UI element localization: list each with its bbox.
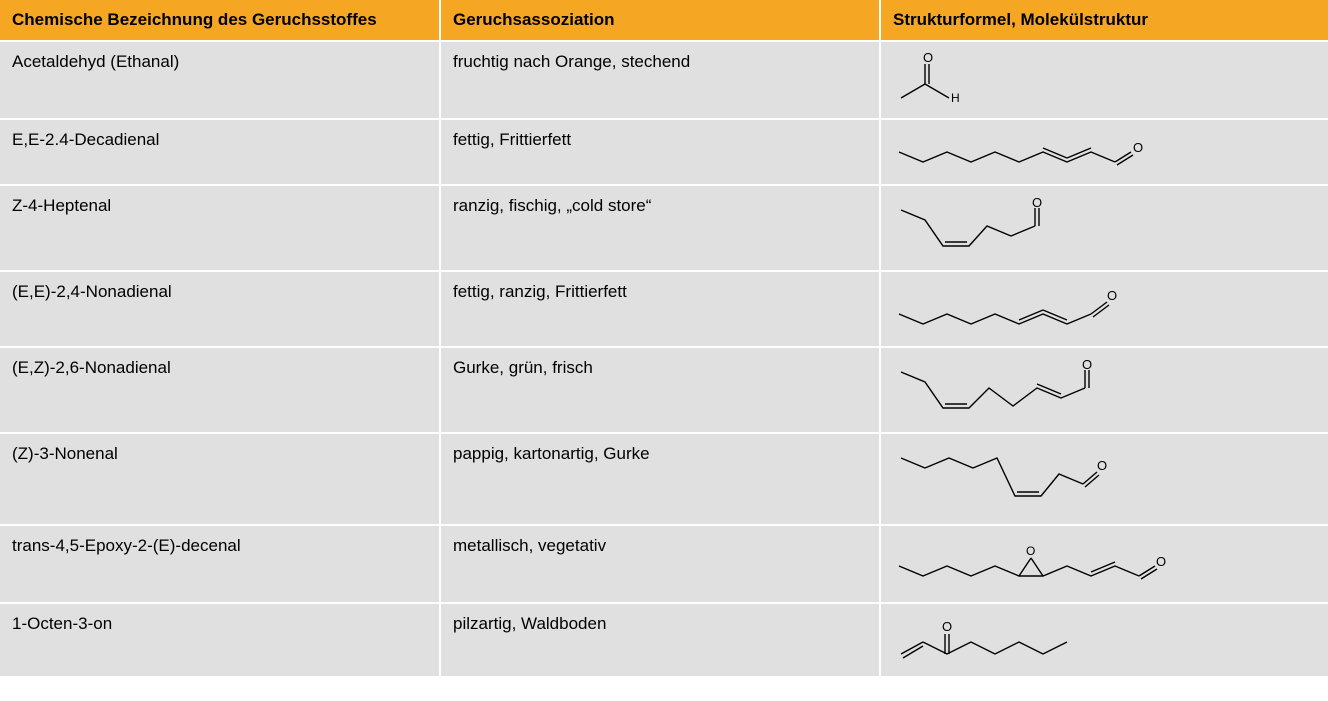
cell-struct: O <box>880 433 1328 525</box>
molecule-z3nonenal-icon: O <box>893 444 1133 514</box>
table-row: (Z)-3-Nonenal pappig, kartonartig, Gurke… <box>0 433 1328 525</box>
cell-struct: O <box>880 347 1328 433</box>
col-header-struct: Strukturformel, Molekülstruktur <box>880 0 1328 41</box>
molecule-ee24decadienal-icon: O <box>893 130 1153 174</box>
cell-struct: O <box>880 119 1328 185</box>
col-header-assoc: Geruchsassoziation <box>440 0 880 41</box>
molecule-acetaldehyde-icon: O H <box>893 52 973 108</box>
molecule-epoxydecenal-icon: O O <box>893 536 1173 592</box>
cell-assoc: fettig, ranzig, Frittierfett <box>440 271 880 347</box>
svg-text:O: O <box>1032 196 1042 210</box>
cell-name: Z-4-Heptenal <box>0 185 440 271</box>
cell-assoc: fettig, Frittierfett <box>440 119 880 185</box>
cell-name: E,E-2.4-Decadienal <box>0 119 440 185</box>
cell-struct: O <box>880 271 1328 347</box>
cell-assoc: ranzig, fischig, „cold store“ <box>440 185 880 271</box>
molecule-ee24nonadienal-icon: O <box>893 282 1143 336</box>
svg-text:O: O <box>1026 544 1035 558</box>
cell-struct: O <box>880 603 1328 676</box>
table-row: Acetaldehyd (Ethanal) fruchtig nach Oran… <box>0 41 1328 119</box>
svg-text:O: O <box>942 619 952 634</box>
svg-text:O: O <box>1097 458 1107 473</box>
table-row: E,E-2.4-Decadienal fettig, Frittierfett … <box>0 119 1328 185</box>
table-row: (E,Z)-2,6-Nonadienal Gurke, grün, frisch… <box>0 347 1328 433</box>
table-row: Z-4-Heptenal ranzig, fischig, „cold stor… <box>0 185 1328 271</box>
cell-name: (E,Z)-2,6-Nonadienal <box>0 347 440 433</box>
cell-name: (E,E)-2,4-Nonadienal <box>0 271 440 347</box>
table-row: trans-4,5-Epoxy-2-(E)-decenal metallisch… <box>0 525 1328 603</box>
molecule-octen3on-icon: O <box>893 614 1103 666</box>
svg-text:O: O <box>1133 140 1143 155</box>
odorant-table: Chemische Bezeichnung des Geruchsstoffes… <box>0 0 1328 676</box>
col-header-name: Chemische Bezeichnung des Geruchsstoffes <box>0 0 440 41</box>
svg-text:O: O <box>1156 554 1166 569</box>
cell-struct: O O <box>880 525 1328 603</box>
svg-text:O: O <box>923 52 933 65</box>
svg-text:H: H <box>951 91 960 105</box>
cell-name: trans-4,5-Epoxy-2-(E)-decenal <box>0 525 440 603</box>
cell-assoc: pilzartig, Waldboden <box>440 603 880 676</box>
cell-assoc: metallisch, vegetativ <box>440 525 880 603</box>
cell-assoc: Gurke, grün, frisch <box>440 347 880 433</box>
table-row: (E,E)-2,4-Nonadienal fettig, ranzig, Fri… <box>0 271 1328 347</box>
cell-name: Acetaldehyd (Ethanal) <box>0 41 440 119</box>
cell-struct: O <box>880 185 1328 271</box>
table-row: 1-Octen-3-on pilzartig, Waldboden O <box>0 603 1328 676</box>
cell-name: (Z)-3-Nonenal <box>0 433 440 525</box>
cell-name: 1-Octen-3-on <box>0 603 440 676</box>
molecule-z4heptenal-icon: O <box>893 196 1093 260</box>
table-header-row: Chemische Bezeichnung des Geruchsstoffes… <box>0 0 1328 41</box>
cell-assoc: fruchtig nach Orange, stechend <box>440 41 880 119</box>
molecule-ez26nonadienal-icon: O <box>893 358 1133 422</box>
svg-text:O: O <box>1107 288 1117 303</box>
cell-assoc: pappig, kartonartig, Gurke <box>440 433 880 525</box>
svg-text:O: O <box>1082 358 1092 372</box>
cell-struct: O H <box>880 41 1328 119</box>
